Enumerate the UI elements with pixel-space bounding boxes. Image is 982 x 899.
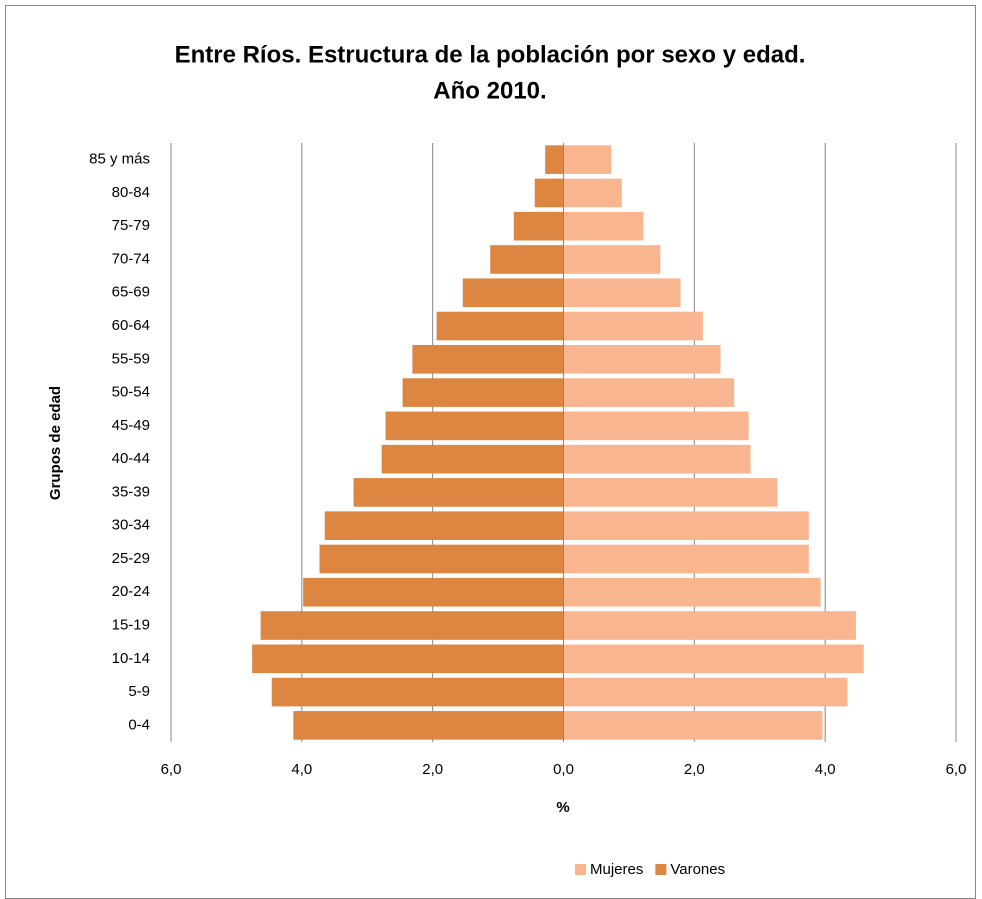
y-tick-label: 50-54	[112, 384, 150, 401]
y-tick-label: 5-9	[128, 683, 150, 700]
y-tick-label: 60-64	[112, 317, 150, 334]
bar	[563, 677, 848, 707]
x-tick-label: 6,0	[946, 761, 967, 778]
bar	[563, 611, 856, 640]
bar	[563, 178, 622, 208]
bar	[462, 278, 564, 308]
bar	[563, 577, 821, 607]
bar	[490, 245, 564, 274]
x-axis-title: %	[556, 799, 569, 816]
y-tick-label: 70-74	[112, 250, 150, 267]
y-tick-label: 0-4	[128, 716, 150, 733]
bar	[563, 211, 644, 241]
y-tick-label: 30-34	[112, 517, 150, 534]
y-tick-label: 20-24	[112, 583, 150, 600]
y-tick-label: 65-69	[112, 284, 150, 301]
chart-title: Entre Ríos. Estructura de la población p…	[175, 41, 806, 68]
x-tick-label: 2,0	[684, 761, 705, 778]
y-tick-label: 40-44	[112, 450, 150, 467]
legend-label: Mujeres	[590, 861, 643, 878]
bar	[385, 411, 564, 441]
bar	[545, 145, 564, 174]
y-tick-label: 15-19	[112, 616, 150, 633]
y-tick-label: 80-84	[112, 184, 150, 201]
bar	[563, 544, 809, 574]
bar	[353, 478, 564, 507]
y-axis-title: Grupos de edad	[47, 386, 64, 500]
y-tick-label: 75-79	[112, 217, 150, 234]
bar	[563, 644, 864, 674]
bar	[303, 577, 564, 607]
x-tick-label: 6,0	[161, 761, 182, 778]
bar	[563, 278, 681, 308]
y-tick-label: 55-59	[112, 350, 150, 367]
bar	[563, 378, 735, 407]
x-tick-label: 4,0	[291, 761, 312, 778]
bar	[513, 211, 564, 241]
x-tick-label: 4,0	[815, 761, 836, 778]
bar	[563, 311, 703, 341]
bar	[381, 444, 564, 474]
bar	[563, 411, 749, 441]
legend-swatch	[655, 864, 667, 875]
bar	[563, 711, 823, 740]
bar	[324, 511, 564, 541]
y-tick-label: 35-39	[112, 483, 150, 500]
y-tick-label: 85 y más	[89, 151, 150, 168]
x-tick-label: 0,0	[553, 761, 574, 778]
bar	[271, 677, 564, 707]
bar	[534, 178, 564, 208]
bar	[563, 478, 778, 507]
legend-label: Varones	[670, 861, 725, 878]
bar	[563, 245, 661, 274]
x-tick-label: 2,0	[422, 761, 443, 778]
bar	[436, 311, 564, 341]
bar	[252, 644, 564, 674]
bar	[563, 444, 751, 474]
bar	[319, 544, 564, 574]
y-tick-label: 45-49	[112, 417, 150, 434]
bar	[563, 145, 612, 174]
bar	[293, 711, 564, 740]
y-tick-label: 25-29	[112, 550, 150, 567]
y-tick-label: 10-14	[112, 650, 150, 667]
bar	[412, 344, 564, 374]
bar	[563, 511, 809, 541]
bar	[260, 611, 564, 640]
legend-swatch	[575, 864, 586, 875]
bar	[563, 344, 721, 374]
chart-title: Año 2010.	[433, 77, 546, 104]
bar	[402, 378, 564, 407]
